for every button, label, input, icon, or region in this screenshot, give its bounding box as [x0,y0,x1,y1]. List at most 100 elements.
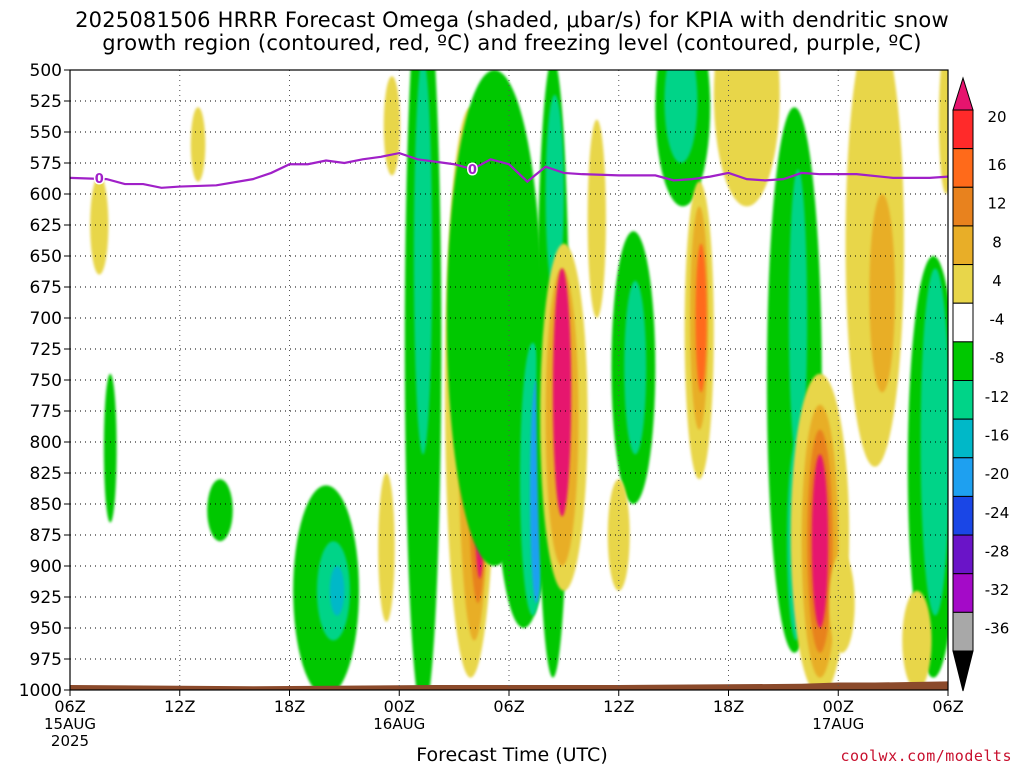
x-tick-label: 00Z [384,697,415,716]
colorbar-swatch [952,418,974,459]
y-tick-label: 800 [30,433,62,453]
x-tick-label: 12Z [603,697,634,716]
omega-region-6 [207,479,233,542]
colorbar-swatch [952,611,974,652]
omega-region-7 [383,76,401,176]
omega-region-46 [920,268,948,616]
x-tick-label: 12Z [164,697,195,716]
omega-region-23 [552,268,572,517]
y-tick-label: 825 [30,464,62,484]
y-tick-label: 500 [30,61,62,81]
colorbar-label: 4 [992,272,1002,290]
omega-region-2 [190,107,206,182]
y-tick-label: 625 [30,216,62,236]
colorbar-top-triangle [952,76,974,111]
colorbar-swatch [952,186,974,227]
colorbar-label: -28 [985,542,1010,560]
y-tick-label: 750 [30,371,62,391]
y-tick-label: 575 [30,154,62,174]
y-tick-label: 925 [30,588,62,608]
y-tick-label: 600 [30,185,62,205]
colorbar: 20 16 12 8 4 -4 -8 -12 -16 -20 -24 -28 -32 -36 [952,76,1010,692]
y-tick-label: 675 [30,278,62,298]
x-tick-label: 00Z [823,697,854,716]
colorbar-label: -24 [985,504,1010,522]
colorbar-label: 20 [987,108,1006,126]
omega-region-20 [545,94,564,294]
y-tick-label: 975 [30,650,62,670]
colorbar-label: -12 [985,388,1010,406]
omega-region-24 [587,119,606,318]
colorbar-label: 8 [992,233,1002,251]
colorbar-swatch [952,457,974,497]
y-tick-label: 700 [30,309,62,329]
y-tick-label: 775 [30,402,62,422]
omega-region-41 [811,454,829,628]
colorbar-swatch [952,534,974,575]
omega-region-0 [103,373,117,523]
omega-region-44 [869,194,895,393]
colorbar-label: -8 [990,349,1005,367]
x-tick-year: 2025 [51,732,89,750]
y-tick-label: 900 [30,557,62,577]
x-tick-date: 17AUG [812,715,864,733]
y-tick-label: 950 [30,619,62,639]
chart-title-line-1: 2025081506 HRRR Forecast Omega (shaded, … [75,8,949,32]
y-axis: 500 525 550 575 600 625 650 675 700 725 750 775 800 8… [19,61,70,701]
y-tick-label: 850 [30,495,62,515]
x-tick-date: 16AUG [373,715,425,733]
colorbar-label: -20 [985,465,1010,483]
omega-shading [90,70,948,690]
x-tick-label: 18Z [713,697,744,716]
colorbar-label: -16 [985,426,1010,444]
y-tick-label: 725 [30,340,62,360]
colorbar-label: -4 [990,311,1005,329]
y-tick-label: 525 [30,92,62,112]
omega-region-33 [713,70,780,207]
colorbar-swatch [952,225,974,266]
x-axis-label: Forecast Time (UTC) [416,744,608,766]
y-tick-label: 1000 [19,681,62,701]
colorbar-label: -32 [985,581,1010,599]
omega-region-47 [902,590,932,690]
omega-region-35 [788,169,808,467]
colorbar-swatch [952,380,974,420]
colorbar-swatch [952,495,974,536]
chart-title-line-2: growth region (contoured, red, ºC) and f… [102,31,922,55]
colorbar-swatch [952,148,974,188]
y-tick-label: 650 [30,247,62,267]
y-tick-label: 550 [30,123,62,143]
freezing-level-line: 00 [70,151,948,189]
omega-region-48 [938,70,948,194]
omega-region-42 [829,553,855,653]
freezing-level-path [70,151,948,189]
x-tick-label: 06Z [493,697,524,716]
omega-region-1 [90,175,109,275]
colorbar-swatch [952,341,974,382]
omega-region-29 [664,70,698,163]
x-tick-label: 18Z [274,697,305,716]
colorbar-label: 12 [987,195,1006,213]
x-tick-label: 06Z [932,697,963,716]
omega-region-8 [378,473,395,622]
colorbar-swatch [952,264,974,304]
freezing-level-label: 0 [95,172,104,187]
omega-region-5 [329,566,345,616]
omega-region-10 [413,70,433,455]
colorbar-label: -36 [985,620,1010,638]
colorbar-swatch [952,302,974,343]
colorbar-swatch [952,109,974,150]
gridlines [70,70,948,690]
colorbar-bottom-triangle [952,650,974,692]
omega-region-32 [695,243,707,393]
y-tick-label: 875 [30,526,62,546]
x-tick-label: 06Z [54,697,85,716]
freezing-level-label: 0 [468,163,477,178]
colorbar-label: 16 [987,156,1006,174]
x-tick-date: 15AUG [44,715,96,733]
omega-region-26 [624,280,647,455]
colorbar-swatch [952,573,974,613]
credit-text: coolwx.com/modelts [840,747,1012,765]
